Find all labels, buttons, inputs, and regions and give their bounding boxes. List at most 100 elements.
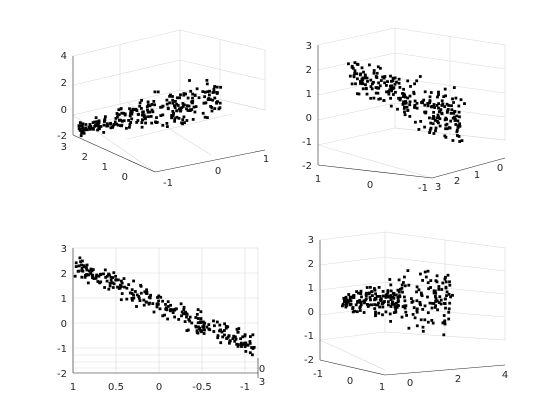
scatter-point	[105, 274, 109, 278]
scatter-point	[137, 112, 140, 116]
scatter-point	[173, 117, 177, 120]
subplot-1-y-ticks: 3 2 1 0	[61, 142, 128, 183]
scatter-point	[384, 296, 388, 299]
scatter-point	[241, 342, 244, 346]
scatter-point	[91, 121, 95, 124]
scatter-point	[173, 106, 177, 109]
scatter-point	[341, 304, 344, 308]
scatter-point	[145, 288, 148, 292]
scatter-point	[181, 105, 185, 108]
scatter-point	[89, 124, 93, 128]
scatter-point	[431, 321, 435, 325]
scatter-point	[449, 295, 452, 299]
scatter-point	[202, 101, 206, 105]
tick-label: -1	[418, 183, 428, 194]
scatter-point	[82, 131, 86, 135]
scatter-point	[136, 119, 140, 122]
scatter-point	[216, 100, 219, 103]
scatter-point	[448, 126, 452, 130]
scatter-point	[454, 96, 458, 100]
scatter-point	[415, 299, 419, 303]
scatter-point	[361, 82, 365, 86]
scatter-point	[369, 96, 373, 100]
scatter-point	[164, 306, 168, 310]
scatter-point	[347, 300, 350, 304]
scatter-point	[373, 287, 376, 290]
scatter-point	[142, 303, 146, 307]
scatter-point	[418, 301, 422, 304]
scatter-point	[130, 292, 134, 295]
scatter-point	[201, 325, 205, 329]
scatter-point	[197, 325, 200, 329]
scatter-point	[373, 296, 377, 300]
scatter-point	[447, 307, 451, 311]
scatter-point	[433, 306, 437, 309]
subplot-4-y-ticks: 0 2 4	[407, 370, 508, 389]
scatter-point	[403, 284, 407, 288]
scatter-point	[356, 92, 359, 96]
scatter-point	[420, 294, 424, 298]
scatter-point	[352, 75, 356, 79]
scatter-point	[109, 121, 112, 125]
scatter-point	[166, 305, 170, 308]
scatter-point	[345, 302, 348, 306]
scatter-point	[119, 298, 123, 302]
scatter-point	[123, 285, 126, 289]
scatter-point	[389, 96, 392, 100]
scatter-point	[393, 82, 397, 86]
scatter-point	[208, 328, 212, 332]
scatter-point	[165, 308, 168, 311]
scatter-point	[237, 327, 241, 330]
scatter-point	[178, 107, 181, 111]
scatter-point	[112, 282, 116, 286]
scatter-point	[371, 82, 374, 86]
scatter-point	[166, 125, 169, 128]
scatter-point	[130, 112, 134, 116]
scatter-point	[395, 80, 398, 84]
scatter-point	[97, 126, 101, 130]
tick-label: 0	[367, 180, 373, 191]
scatter-point	[376, 303, 380, 307]
tick-label: 0	[122, 172, 128, 183]
scatter-point	[141, 118, 144, 122]
scatter-point	[194, 325, 198, 329]
scatter-point	[367, 303, 371, 307]
scatter-point	[245, 343, 249, 347]
scatter-point	[437, 285, 441, 288]
scatter-point	[183, 121, 186, 125]
scatter-point	[444, 297, 447, 301]
scatter-point	[442, 95, 446, 98]
scatter-point	[421, 329, 425, 333]
scatter-point	[213, 107, 217, 110]
scatter-point	[227, 334, 231, 338]
scatter-point	[115, 112, 119, 115]
scatter-point	[105, 279, 109, 283]
scatter-point	[443, 277, 447, 281]
scatter-point	[359, 292, 363, 295]
scatter-point	[135, 305, 138, 308]
scatter-point	[146, 100, 150, 104]
scatter-point	[432, 291, 436, 295]
scatter-point	[387, 303, 390, 307]
scatter-point	[419, 120, 423, 123]
scatter-point	[144, 121, 147, 125]
scatter-point	[171, 110, 175, 113]
scatter-point	[190, 108, 194, 111]
scatter-point	[117, 113, 121, 117]
scatter-point	[353, 69, 357, 73]
scatter-point	[359, 303, 363, 307]
scatter-point	[426, 102, 430, 105]
scatter-point	[98, 281, 101, 285]
scatter-point	[403, 102, 407, 105]
scatter-point	[432, 110, 435, 114]
scatter-point	[128, 114, 132, 118]
scatter-point	[161, 314, 165, 318]
scatter-point	[444, 285, 448, 289]
scatter-point	[190, 321, 194, 325]
scatter-point	[351, 294, 355, 298]
scatter-point	[413, 82, 416, 86]
scatter-point	[437, 102, 440, 105]
scatter-point	[455, 130, 459, 134]
scatter-point	[392, 76, 396, 80]
scatter-point	[211, 91, 215, 94]
